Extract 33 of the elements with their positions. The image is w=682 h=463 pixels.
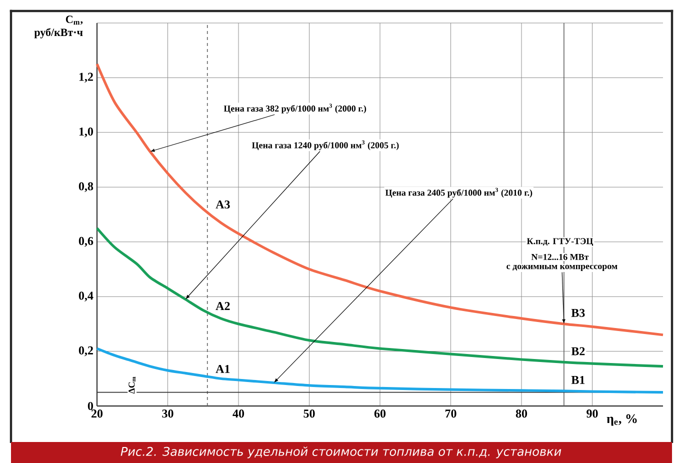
annotation: Цена газа 1240 руб/1000 нм$^{3}$ (2005 г.) xyxy=(252,140,399,150)
x-tick-label: 20 xyxy=(92,410,103,418)
annotation: A2 xyxy=(216,302,230,310)
y-tick-label: 0,2 xyxy=(78,346,93,356)
line-series xyxy=(96,347,664,394)
y-tick-label: 0 xyxy=(88,402,94,410)
y-tick-label: 0,8 xyxy=(78,182,94,192)
annotation: Цена газа 382 руб/1000 нм$^{3}$ (2000 г.) xyxy=(224,104,366,114)
annotation: N=12...16 МВт xyxy=(531,254,589,260)
annotation: B2 xyxy=(571,347,585,356)
y-tick-label: 1,2 xyxy=(79,72,93,83)
y-axis-title: C$_{m}$, руб/кВт·ч xyxy=(34,16,83,38)
annotation: Цена газа 2405 руб/1000 нм$^{3}$ (2010 г.) xyxy=(385,188,532,198)
x-tick-label: 30 xyxy=(162,410,174,418)
x-axis-title: η$_{e}$, % xyxy=(606,414,637,426)
y-tick-label: 0,4 xyxy=(78,292,94,302)
annotation: B1 xyxy=(571,376,585,384)
x-tick-label: 90 xyxy=(586,410,598,418)
y-tick-label: 0,6 xyxy=(78,236,94,247)
annotation: ΔC$_{m}$ xyxy=(128,376,136,394)
annotation: B3 xyxy=(571,308,585,317)
x-tick-label: 70 xyxy=(445,410,456,418)
y-tick-label: 1,0 xyxy=(79,128,94,138)
annotation: A3 xyxy=(216,200,230,209)
x-tick-label: 80 xyxy=(516,410,528,418)
x-tick-label: 60 xyxy=(374,410,386,418)
annotation: с дожимным компрессором xyxy=(506,264,618,272)
annotation: К.п.д. ГТУ-ТЭЦ xyxy=(526,238,594,246)
annotation: A1 xyxy=(216,364,230,373)
x-tick-label: 40 xyxy=(232,410,244,418)
text: Рис.2. Зависимость удельной стоимости топлива от к.п.д. установки xyxy=(120,446,562,458)
line-series xyxy=(96,62,664,336)
x-tick-label: 50 xyxy=(304,410,315,418)
